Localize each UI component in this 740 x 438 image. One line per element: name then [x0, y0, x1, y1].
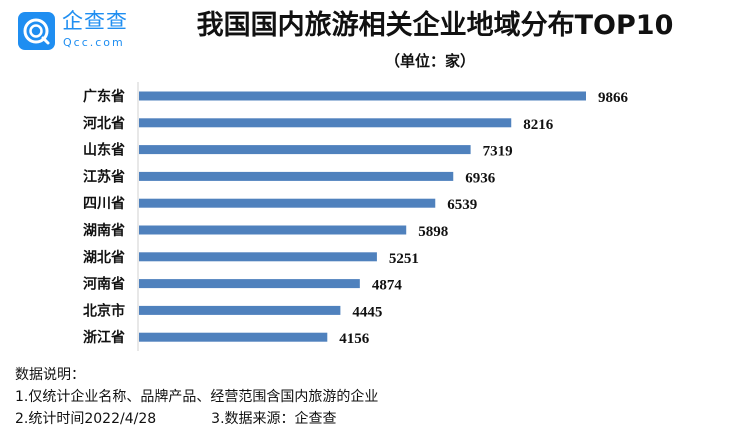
category-label: 广东省 [83, 88, 125, 105]
logo-name-cn: 企查查 [62, 9, 128, 33]
category-label: 山东省 [83, 142, 125, 159]
value-label: 8216 [523, 117, 554, 133]
category-label: 江苏省 [83, 168, 125, 185]
bar [139, 225, 407, 235]
chart-subtitle: （单位：家） [384, 52, 475, 70]
category-label: 湖北省 [83, 249, 125, 266]
value-label: 5251 [389, 251, 419, 267]
value-label: 6539 [447, 197, 477, 213]
bar [139, 145, 471, 155]
bar [139, 252, 377, 262]
notes-heading: 数据说明： [15, 367, 85, 383]
bar [139, 332, 328, 342]
value-label: 4445 [352, 304, 382, 320]
notes-line-2b: 3.数据来源：企查查 [211, 411, 337, 427]
bar [139, 118, 512, 128]
value-label: 6936 [465, 170, 496, 186]
category-label: 河北省 [83, 115, 125, 132]
notes-line-2a: 2.统计时间2022/4/28 [15, 411, 157, 427]
bar [139, 171, 454, 181]
category-label: 四川省 [83, 195, 125, 212]
data-notes: 数据说明： 1.仅统计企业名称、品牌产品、经营范围含国内旅游的企业 2.统计时间… [15, 364, 378, 430]
qcc-logo-icon [18, 12, 55, 50]
category-label: 河南省 [83, 276, 125, 293]
notes-line-1: 1.仅统计企业名称、品牌产品、经营范围含国内旅游的企业 [15, 389, 379, 405]
category-label: 湖南省 [83, 222, 125, 239]
bar [139, 279, 360, 289]
value-label: 5898 [418, 224, 448, 240]
value-label: 4874 [372, 278, 403, 294]
category-label: 浙江省 [83, 329, 125, 346]
bar [139, 198, 436, 208]
logo-name-en: Qcc.com [63, 36, 125, 49]
chart-title: 我国国内旅游相关企业地域分布TOP10 [196, 10, 674, 41]
bar [139, 305, 341, 315]
value-label: 9866 [598, 90, 629, 106]
bar [139, 91, 586, 101]
value-label: 7319 [483, 144, 513, 160]
category-label: 北京市 [83, 302, 125, 319]
value-label: 4156 [339, 331, 370, 347]
